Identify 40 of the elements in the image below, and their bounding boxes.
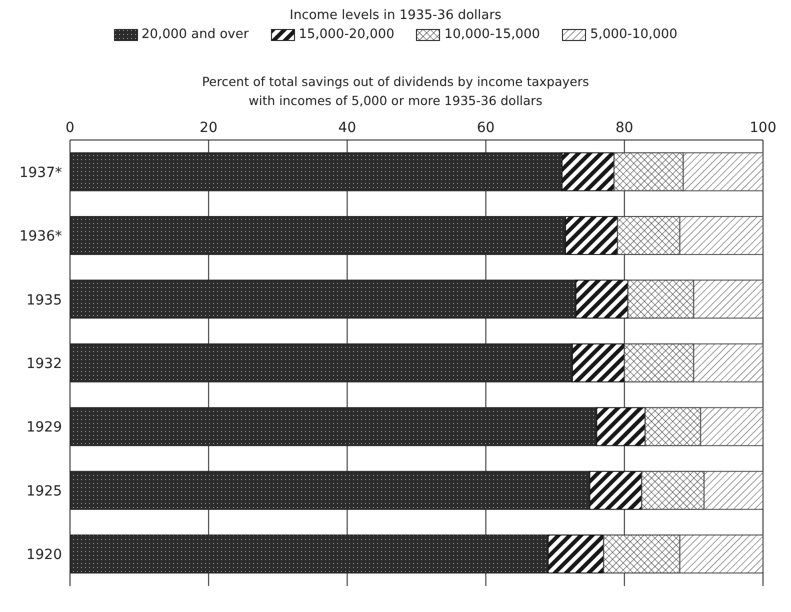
x-tick-label: 0	[66, 120, 74, 136]
x-tick-label: 60	[476, 120, 495, 136]
y-tick-label: 1932	[26, 356, 62, 372]
bar	[627, 280, 694, 319]
x-tick-label: 80	[615, 120, 634, 136]
legend-label: 10,000-15,000	[444, 27, 540, 42]
bar	[700, 407, 763, 446]
y-tick-label: 1935	[26, 292, 62, 308]
bar	[614, 152, 684, 192]
bar	[679, 216, 763, 255]
bar	[572, 343, 625, 382]
bar	[704, 470, 763, 510]
legend-label: 15,000-20,000	[298, 27, 394, 42]
bar	[603, 534, 680, 574]
bar	[548, 534, 604, 574]
bar	[624, 343, 694, 382]
legend-title: Income levels in 1935-36 dollars	[288, 8, 502, 23]
bar	[693, 343, 763, 382]
bar	[589, 470, 642, 510]
bar	[564, 216, 618, 255]
x-tick-label: 20	[200, 120, 218, 136]
legend-label: 5,000-10,000	[590, 27, 678, 42]
bar	[679, 534, 763, 574]
legend-label: 20,000 and over	[142, 27, 249, 42]
bar	[562, 152, 615, 192]
bar	[693, 280, 763, 319]
bar	[575, 280, 628, 319]
bar	[616, 216, 680, 255]
bar	[682, 152, 763, 192]
y-tick-label: 1920	[26, 547, 62, 564]
x-tick-label: 40	[338, 120, 356, 136]
bar	[596, 407, 646, 446]
y-tick-label: 1929	[26, 420, 62, 436]
x-tick-label: 100	[750, 120, 776, 136]
bar	[644, 407, 702, 446]
chart-title: Percent of total savings out of dividends by income taxpayers with incomes of 5,000 or more 1935-36 dollars	[200, 73, 590, 110]
y-tick-label: 1937*	[19, 164, 62, 181]
y-tick-label: 1925	[26, 483, 62, 500]
y-tick-label: 1936*	[19, 228, 62, 245]
bar	[641, 470, 705, 510]
